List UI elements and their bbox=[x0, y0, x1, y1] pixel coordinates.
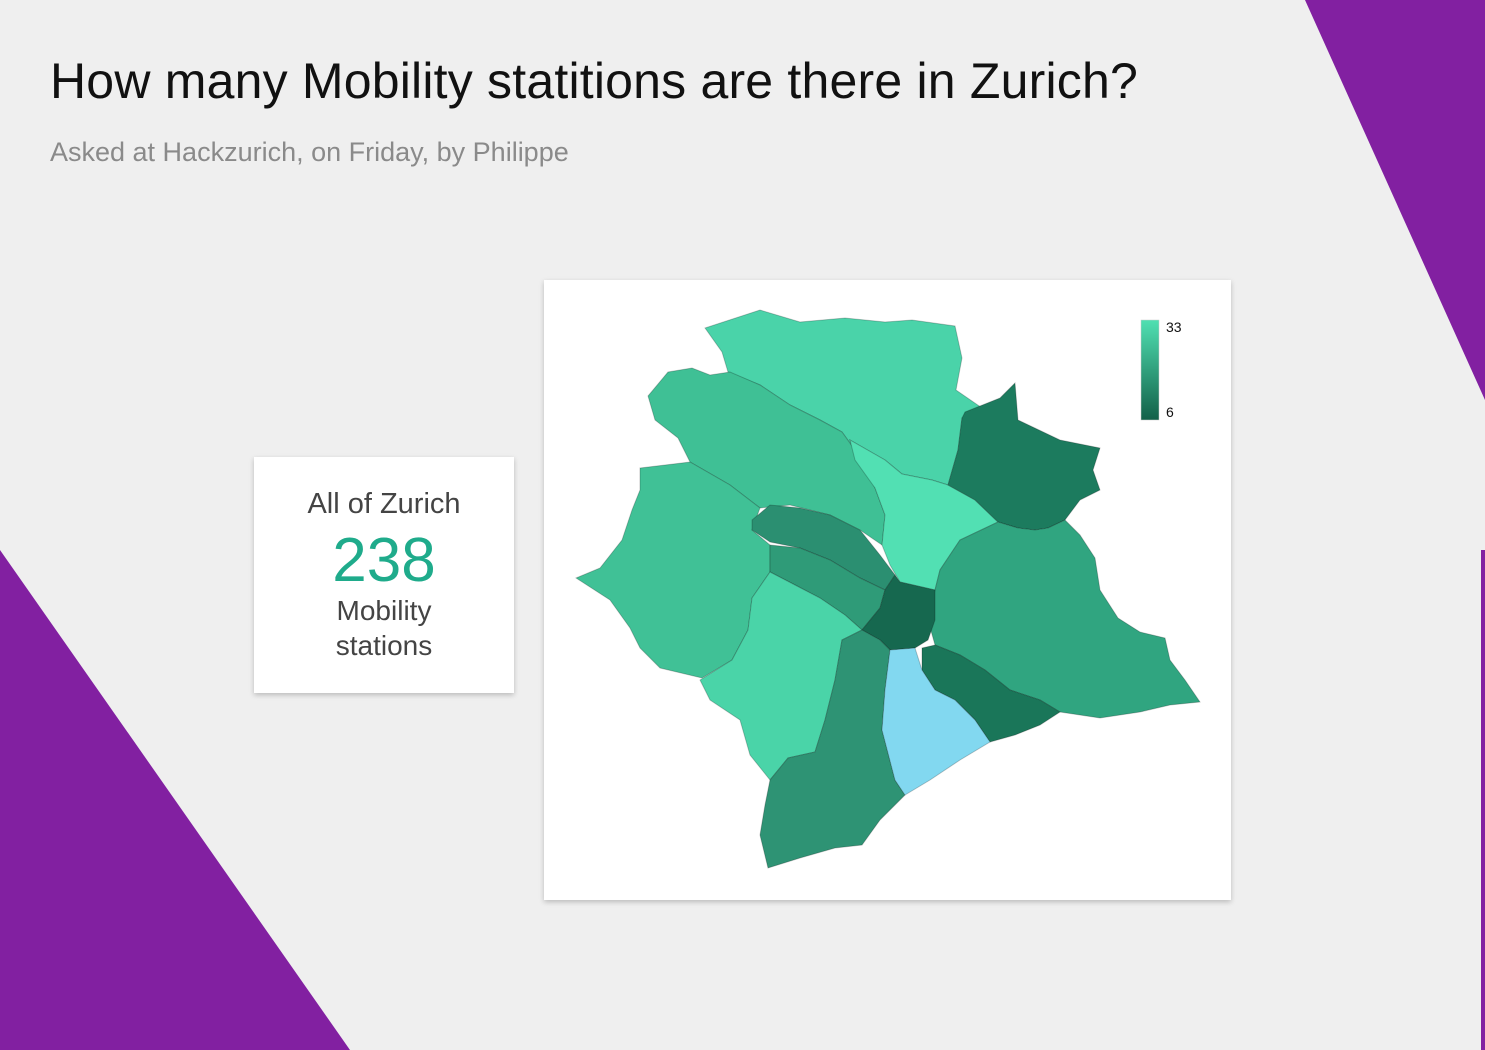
page-title: How many Mobility statitions are there i… bbox=[50, 53, 1138, 109]
legend-max-label: 33 bbox=[1166, 319, 1182, 335]
summary-unit: Mobility stations bbox=[335, 595, 433, 661]
summary-label: All of Zurich bbox=[307, 488, 461, 520]
legend-color-scale bbox=[1140, 319, 1160, 421]
purple-right-edge-shape bbox=[1481, 550, 1485, 1050]
district-south[interactable] bbox=[759, 629, 906, 869]
summary-card: All of Zurich 238 Mobility stations bbox=[254, 457, 514, 693]
zurich-district-map: 33 6 bbox=[574, 309, 1201, 869]
district-east[interactable] bbox=[927, 519, 1201, 719]
summary-value: 238 bbox=[332, 526, 436, 595]
purple-bottom-left-shape bbox=[0, 550, 350, 1050]
lake-zurich[interactable] bbox=[881, 647, 991, 796]
page-subtitle: Asked at Hackzurich, on Friday, by Phili… bbox=[50, 137, 569, 167]
legend-min-label: 6 bbox=[1166, 404, 1174, 420]
district-south-east[interactable] bbox=[921, 644, 1061, 743]
choropleth-map-card: 33 6 bbox=[544, 280, 1231, 900]
purple-top-right-shape bbox=[1305, 0, 1485, 400]
district-west[interactable] bbox=[574, 461, 771, 679]
